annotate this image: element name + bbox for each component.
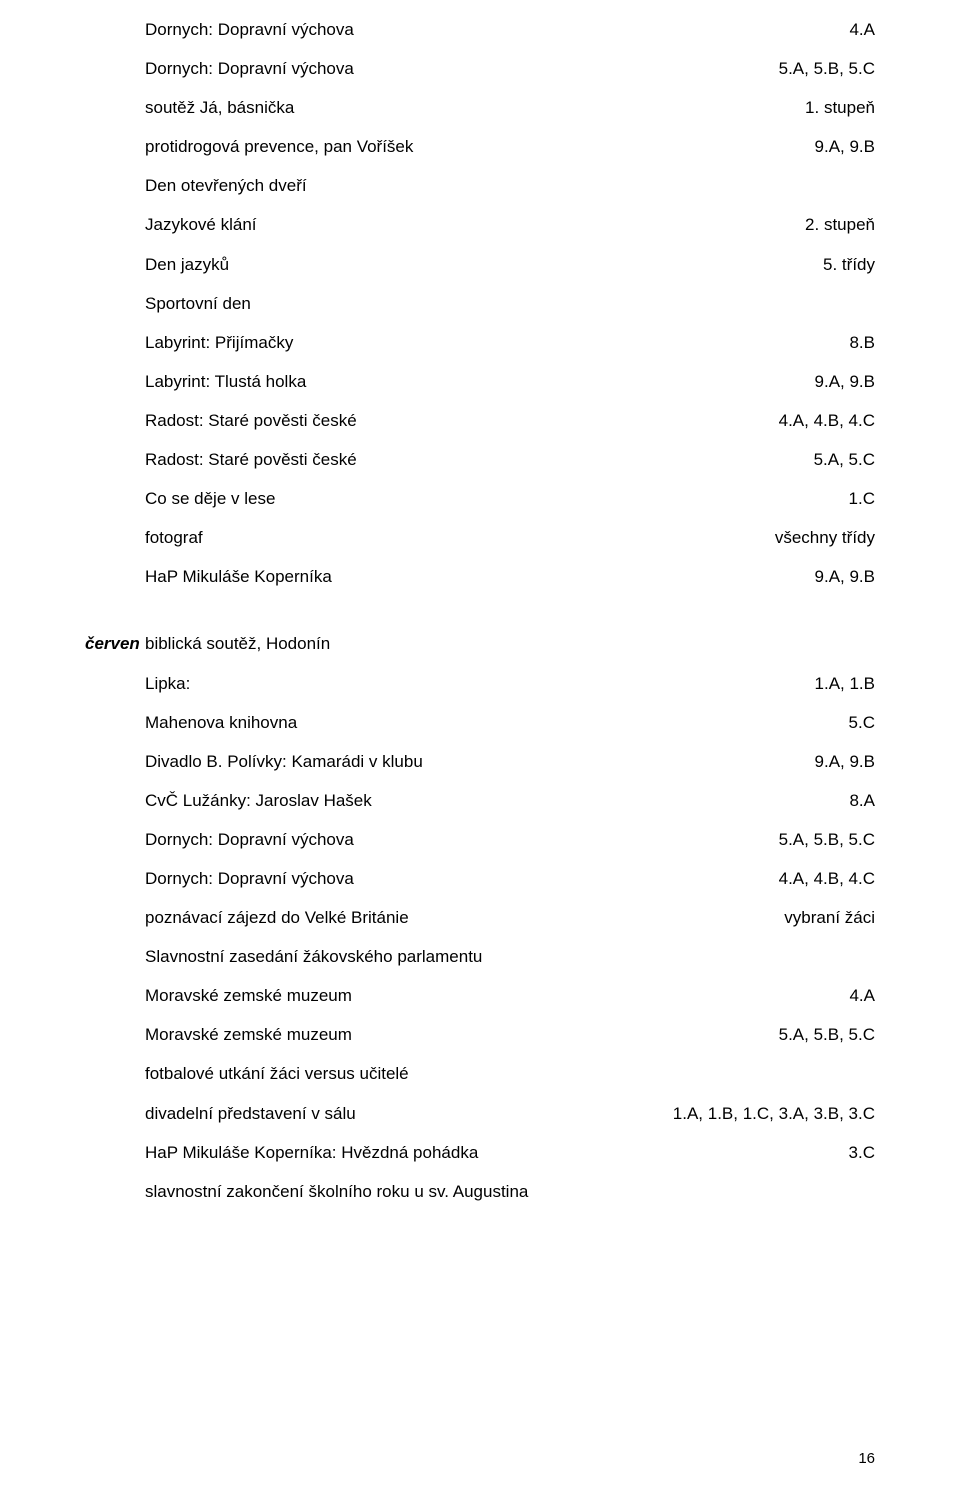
row-right: 1. stupeň [805, 88, 875, 127]
row-left: Dornych: Dopravní výchova [85, 49, 779, 88]
list-row: Dornych: Dopravní výchova4.A [85, 10, 875, 49]
row-left: CvČ Lužánky: Jaroslav Hašek [85, 781, 849, 820]
row-right: 1.A, 1.B, 1.C, 3.A, 3.B, 3.C [673, 1094, 875, 1133]
row-right: 1.A, 1.B [815, 664, 875, 703]
list-row: Dornych: Dopravní výchova4.A, 4.B, 4.C [85, 859, 875, 898]
row-right: 4.A [849, 10, 875, 49]
row-left: Lipka: [85, 664, 815, 703]
list-row: Dornych: Dopravní výchova5.A, 5.B, 5.C [85, 49, 875, 88]
row-left: Moravské zemské muzeum [85, 976, 849, 1015]
row-left: protidrogová prevence, pan Voříšek [85, 127, 815, 166]
list-row: Radost: Staré pověsti české4.A, 4.B, 4.C [85, 401, 875, 440]
list-row: Dornych: Dopravní výchova5.A, 5.B, 5.C [85, 820, 875, 859]
list-row: Slavnostní zasedání žákovského parlament… [85, 937, 875, 976]
row-right: 8.A [849, 781, 875, 820]
row-right: 2. stupeň [805, 205, 875, 244]
row-left: Dornych: Dopravní výchova [85, 10, 849, 49]
list-row: fotografvšechny třídy [85, 518, 875, 557]
list-row: CvČ Lužánky: Jaroslav Hašek8.A [85, 781, 875, 820]
list-row: Den jazyků5. třídy [85, 245, 875, 284]
list-row: protidrogová prevence, pan Voříšek9.A, 9… [85, 127, 875, 166]
page-number: 16 [858, 1450, 875, 1467]
list-row: fotbalové utkání žáci versus učitelé [85, 1054, 875, 1093]
row-left: slavnostní zakončení školního roku u sv.… [85, 1172, 875, 1211]
row-left: Moravské zemské muzeum [85, 1015, 779, 1054]
row-right: 9.A, 9.B [815, 742, 875, 781]
row-left: Jazykové klání [85, 205, 805, 244]
list-row: Den otevřených dveří [85, 166, 875, 205]
row-left: Dornych: Dopravní výchova [85, 820, 779, 859]
row-left: Slavnostní zasedání žákovského parlament… [85, 937, 875, 976]
row-left: Co se děje v lese [85, 479, 849, 518]
row-left: Divadlo B. Polívky: Kamarádi v klubu [85, 742, 815, 781]
row-right: 3.C [849, 1133, 875, 1172]
row-right: 9.A, 9.B [815, 127, 875, 166]
list-row: slavnostní zakončení školního roku u sv.… [85, 1172, 875, 1211]
list-row: HaP Mikuláše Koperníka9.A, 9.B [85, 557, 875, 596]
row-right: 4.A, 4.B, 4.C [779, 401, 875, 440]
row-right: 5.C [849, 703, 875, 742]
block-2-list: Lipka:1.A, 1.BMahenova knihovna5.CDivadl… [85, 664, 875, 1211]
row-right: všechny třídy [775, 518, 875, 557]
row-left: fotograf [85, 518, 775, 557]
list-row: Mahenova knihovna5.C [85, 703, 875, 742]
row-left: divadelní představení v sálu [85, 1094, 673, 1133]
row-left: fotbalové utkání žáci versus učitelé [85, 1054, 875, 1093]
row-right: 8.B [849, 323, 875, 362]
list-row: Labyrint: Přijímačky8.B [85, 323, 875, 362]
list-row: Radost: Staré pověsti české5.A, 5.C [85, 440, 875, 479]
list-row: poznávací zájezd do Velké Británievybran… [85, 898, 875, 937]
list-row: HaP Mikuláše Koperníka: Hvězdná pohádka3… [85, 1133, 875, 1172]
row-right: 9.A, 9.B [815, 557, 875, 596]
list-row: Moravské zemské muzeum5.A, 5.B, 5.C [85, 1015, 875, 1054]
row-right: 4.A [849, 976, 875, 1015]
list-row: Co se děje v lese1.C [85, 479, 875, 518]
block-2: červen biblická soutěž, Hodonín Lipka:1.… [85, 624, 875, 1210]
row-right: 5.A, 5.B, 5.C [779, 49, 875, 88]
row-left: Labyrint: Přijímačky [85, 323, 849, 362]
list-row: divadelní představení v sálu1.A, 1.B, 1.… [85, 1094, 875, 1133]
row-right: vybraní žáci [784, 898, 875, 937]
list-row: Moravské zemské muzeum4.A [85, 976, 875, 1015]
row-right: 1.C [849, 479, 875, 518]
list-row: Jazykové klání2. stupeň [85, 205, 875, 244]
list-row: Sportovní den [85, 284, 875, 323]
list-row: soutěž Já, básnička1. stupeň [85, 88, 875, 127]
row-left: biblická soutěž, Hodonín [145, 624, 875, 663]
block-1: Dornych: Dopravní výchova4.ADornych: Dop… [85, 10, 875, 596]
row-left: Dornych: Dopravní výchova [85, 859, 779, 898]
row-left: Mahenova knihovna [85, 703, 849, 742]
row-left: HaP Mikuláše Koperníka [85, 557, 815, 596]
row-left: Sportovní den [85, 284, 875, 323]
row-left: Radost: Staré pověsti české [85, 440, 814, 479]
row-left: HaP Mikuláše Koperníka: Hvězdná pohádka [85, 1133, 849, 1172]
row-left: poznávací zájezd do Velké Británie [85, 898, 784, 937]
row-right: 9.A, 9.B [815, 362, 875, 401]
row-right: 5.A, 5.B, 5.C [779, 820, 875, 859]
row-left: Den otevřených dveří [85, 166, 875, 205]
row-left: Den jazyků [85, 245, 823, 284]
list-row: Divadlo B. Polívky: Kamarádi v klubu9.A,… [85, 742, 875, 781]
list-row: Labyrint: Tlustá holka9.A, 9.B [85, 362, 875, 401]
row-right: 5.A, 5.C [814, 440, 875, 479]
row-right: 5.A, 5.B, 5.C [779, 1015, 875, 1054]
row-left: soutěž Já, básnička [85, 88, 805, 127]
row-right: 5. třídy [823, 245, 875, 284]
row-right: 4.A, 4.B, 4.C [779, 859, 875, 898]
row-left: Radost: Staré pověsti české [85, 401, 779, 440]
document-page: Dornych: Dopravní výchova4.ADornych: Dop… [0, 0, 960, 1487]
list-row: Lipka:1.A, 1.B [85, 664, 875, 703]
month-heading-row: červen biblická soutěž, Hodonín [85, 624, 875, 663]
row-left: Labyrint: Tlustá holka [85, 362, 815, 401]
month-label: červen [85, 624, 145, 663]
